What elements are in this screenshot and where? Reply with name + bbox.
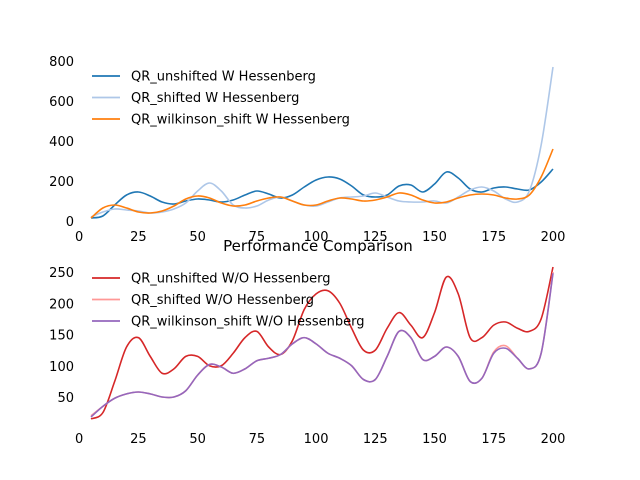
x-tick-label: 175 (481, 432, 506, 447)
x-tick-label: 50 (189, 230, 206, 245)
x-tick-label: 25 (130, 432, 147, 447)
y-tick-label: 0 (66, 215, 74, 230)
x-tick-label: 150 (422, 230, 447, 245)
y-tick-label: 150 (49, 329, 74, 344)
legend-label-2: QR_shifted W Hessenberg (131, 91, 299, 106)
legend-label-1: QR_unshifted W/O Hessenberg (131, 272, 330, 287)
y-tick-label: 100 (49, 360, 74, 375)
series-line-1 (90, 266, 554, 420)
y-tick-label: 600 (49, 95, 74, 110)
series-line-1 (90, 168, 554, 219)
y-tick-label: 50 (57, 391, 74, 406)
chart-title: Performance Comparison (223, 237, 413, 255)
y-tick-label: 200 (49, 175, 74, 190)
x-tick-label: 175 (481, 230, 506, 245)
legend-label-3: QR_wilkinson_shift W Hessenberg (131, 113, 350, 128)
x-tick-label: 75 (249, 230, 266, 245)
legend-label-3: QR_wilkinson_shift W/O Hessenberg (131, 315, 364, 330)
x-tick-label: 100 (304, 432, 329, 447)
y-tick-label: 400 (49, 135, 74, 150)
x-tick-label: 50 (189, 432, 206, 447)
chart-top: 0 25 50 75 100 125 150 175 200 0 200 400 600 800 QR_un… (49, 55, 565, 245)
x-tick-label: 200 (541, 230, 566, 245)
series-line-3 (90, 273, 554, 418)
x-tick-label: 125 (363, 230, 388, 245)
x-tick-label: 0 (75, 230, 83, 245)
legend-label-1: QR_unshifted W Hessenberg (131, 70, 316, 85)
x-tick-label: 0 (75, 432, 83, 447)
x-tick-label: 100 (304, 230, 329, 245)
x-tick-label: 75 (249, 432, 266, 447)
x-tick-label: 200 (541, 432, 566, 447)
y-tick-label: 200 (49, 297, 74, 312)
series-line-2 (90, 66, 554, 218)
legend-label-2: QR_shifted W/O Hessenberg (131, 293, 314, 308)
x-tick-label: 150 (422, 432, 447, 447)
x-tick-label: 125 (363, 432, 388, 447)
x-tick-label: 25 (130, 230, 147, 245)
chart-bottom: Performance Comparison 0 25 50 75 100 125 150 17… (49, 237, 565, 447)
y-tick-label: 250 (49, 266, 74, 281)
series-line-3 (90, 148, 554, 219)
y-tick-label: 800 (49, 55, 74, 70)
